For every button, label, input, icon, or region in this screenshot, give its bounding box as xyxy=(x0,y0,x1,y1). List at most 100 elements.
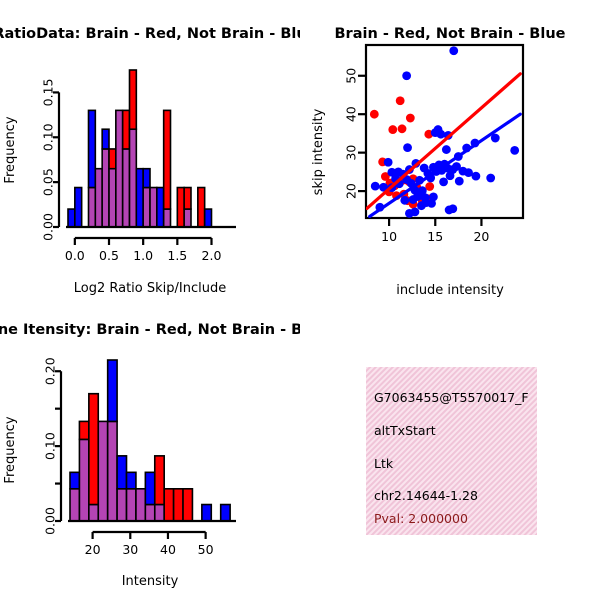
scatter-point xyxy=(369,109,379,119)
scatter-point xyxy=(408,195,418,204)
histogram-bar xyxy=(201,503,213,522)
event-info-pval: Pval: 2.000000 xyxy=(374,511,468,526)
scatter-point xyxy=(419,163,429,173)
event-info-text-group: G7063455@T5570017_F altTxStart Ltk chr2.… xyxy=(374,390,529,526)
intensity-scatter-ylabel: skip intensity xyxy=(311,108,326,195)
x-axis-tick-label: 1.5 xyxy=(167,248,187,263)
event-info-line-1: altTxStart xyxy=(374,423,436,438)
histogram-bar xyxy=(203,208,213,228)
scatter-point xyxy=(395,96,405,106)
y-axis-tick-label: 0.20 xyxy=(43,357,58,385)
y-axis-tick-label: 0.10 xyxy=(43,432,58,460)
histogram-bar xyxy=(125,471,137,490)
scatter-point xyxy=(393,167,403,177)
histogram-bar xyxy=(197,186,206,228)
histogram-bar-overlap xyxy=(121,148,131,228)
histogram-bar-overlap xyxy=(69,488,81,522)
x-axis-tick-label: 15 xyxy=(427,229,443,244)
scatter-fit-line xyxy=(368,112,522,218)
histogram-bar-overlap xyxy=(97,420,109,522)
histogram-bar-overlap xyxy=(116,488,128,522)
scatter-point xyxy=(388,125,398,134)
histogram-bar xyxy=(153,455,165,506)
scatter-point xyxy=(400,195,410,205)
scatter-point xyxy=(387,167,397,177)
x-axis-tick-label: 0.5 xyxy=(99,248,119,263)
scatter-point xyxy=(490,133,500,143)
histogram-bar-overlap xyxy=(128,128,138,228)
panel-ratio-histogram: RatioData: Brain - Red, Not Brain - Blu … xyxy=(0,0,300,300)
event-info-line-0: G7063455@T5570017_F xyxy=(374,390,529,405)
histogram-bar xyxy=(163,488,175,522)
histogram-bar xyxy=(172,488,184,522)
ratio-histogram-ylabel: Frequency xyxy=(3,116,18,183)
y-axis-tick-label: 50 xyxy=(344,68,359,84)
y-axis-tick-label: 0.00 xyxy=(41,213,56,241)
histogram-bar-overlap xyxy=(153,503,165,522)
y-axis-tick-label: 30 xyxy=(344,145,359,161)
scatter-fit-line xyxy=(366,72,522,210)
y-axis-tick-label: 40 xyxy=(344,106,359,122)
histogram-bar xyxy=(69,471,81,490)
histogram-bar xyxy=(128,69,138,131)
intensity-scatter-xlabel: include intensity xyxy=(396,283,504,298)
event-info-line-3: chr2.14644-1.28 xyxy=(374,488,478,503)
x-axis-tick-label: 1.0 xyxy=(133,248,153,263)
scatter-point xyxy=(448,204,458,214)
histogram-bar xyxy=(135,167,144,228)
histogram-bar xyxy=(176,186,185,228)
scatter-point xyxy=(370,181,380,191)
scatter-point xyxy=(430,128,440,138)
histogram-bar xyxy=(67,208,76,228)
histogram-bar xyxy=(219,503,231,522)
scatter-point xyxy=(425,182,435,191)
histogram-bar-overlap xyxy=(162,208,172,228)
event-info-svg: G7063455@T5570017_F altTxStart Ltk chr2.… xyxy=(366,367,537,535)
scatter-point xyxy=(464,168,473,178)
histogram-bar xyxy=(88,392,100,506)
histogram-bar-overlap xyxy=(78,438,90,522)
x-axis-tick-label: 10 xyxy=(381,229,397,244)
histogram-bar-overlap xyxy=(106,420,118,522)
histogram-bar-overlap xyxy=(87,186,97,228)
histogram-bar-overlap xyxy=(115,109,124,228)
scatter-frame xyxy=(364,43,525,220)
scatter-point xyxy=(403,143,412,153)
event-info-background xyxy=(366,367,537,535)
ratio-histogram-plot-area: 0.00 0.05 0.10 0.15 0.0 0.5 1.0 1.5 2.0 xyxy=(41,69,236,263)
gene-intensity-histogram-xlabel: Intensity xyxy=(122,574,179,589)
histogram-bar-overlap xyxy=(144,503,156,522)
ratio-histogram-title: RatioData: Brain - Red, Not Brain - Blu xyxy=(0,26,300,42)
histogram-bar-overlap xyxy=(183,208,192,228)
histogram-bar xyxy=(162,109,172,210)
gene-intensity-histogram-ylabel: Frequency xyxy=(3,416,18,483)
histogram-bar xyxy=(108,148,117,170)
scatter-point xyxy=(510,145,520,155)
scatter-point xyxy=(417,186,427,196)
y-axis-tick-label: 0.05 xyxy=(41,168,56,196)
ratio-histogram-xlabel: Log2 Ratio Skip/Include xyxy=(74,281,226,296)
scatter-point xyxy=(449,46,459,56)
scatter-point xyxy=(452,162,461,171)
histogram-bar xyxy=(121,109,131,150)
histogram-bar-overlap xyxy=(108,167,117,228)
intensity-scatter-svg: Brain - Red, Not Brain - Blue 20 30 40 50 10… xyxy=(311,26,566,298)
x-axis-tick-label: 20 xyxy=(85,542,101,557)
scatter-point xyxy=(441,145,451,154)
y-axis-tick-label: 0.00 xyxy=(43,507,58,535)
event-info-line-2: Ltk xyxy=(374,456,394,471)
intensity-scatter-title: Brain - Red, Not Brain - Blue xyxy=(335,26,566,42)
scatter-point xyxy=(454,176,464,186)
scatter-point xyxy=(405,113,415,123)
y-axis-tick-label: 0.15 xyxy=(41,79,56,107)
scatter-point xyxy=(471,171,481,181)
x-axis-tick-label: 50 xyxy=(198,542,214,557)
gene-intensity-histogram-svg: ne Itensity: Brain - Red, Not Brain - B … xyxy=(0,322,300,589)
histogram-bar-overlap xyxy=(125,488,137,522)
histogram-bar xyxy=(182,488,194,522)
histogram-bar xyxy=(142,167,151,189)
histogram-bar xyxy=(101,128,110,150)
ratio-histogram-svg: RatioData: Brain - Red, Not Brain - Blu … xyxy=(0,26,300,296)
histogram-bar-overlap xyxy=(94,167,103,228)
histogram-bar xyxy=(87,109,97,189)
